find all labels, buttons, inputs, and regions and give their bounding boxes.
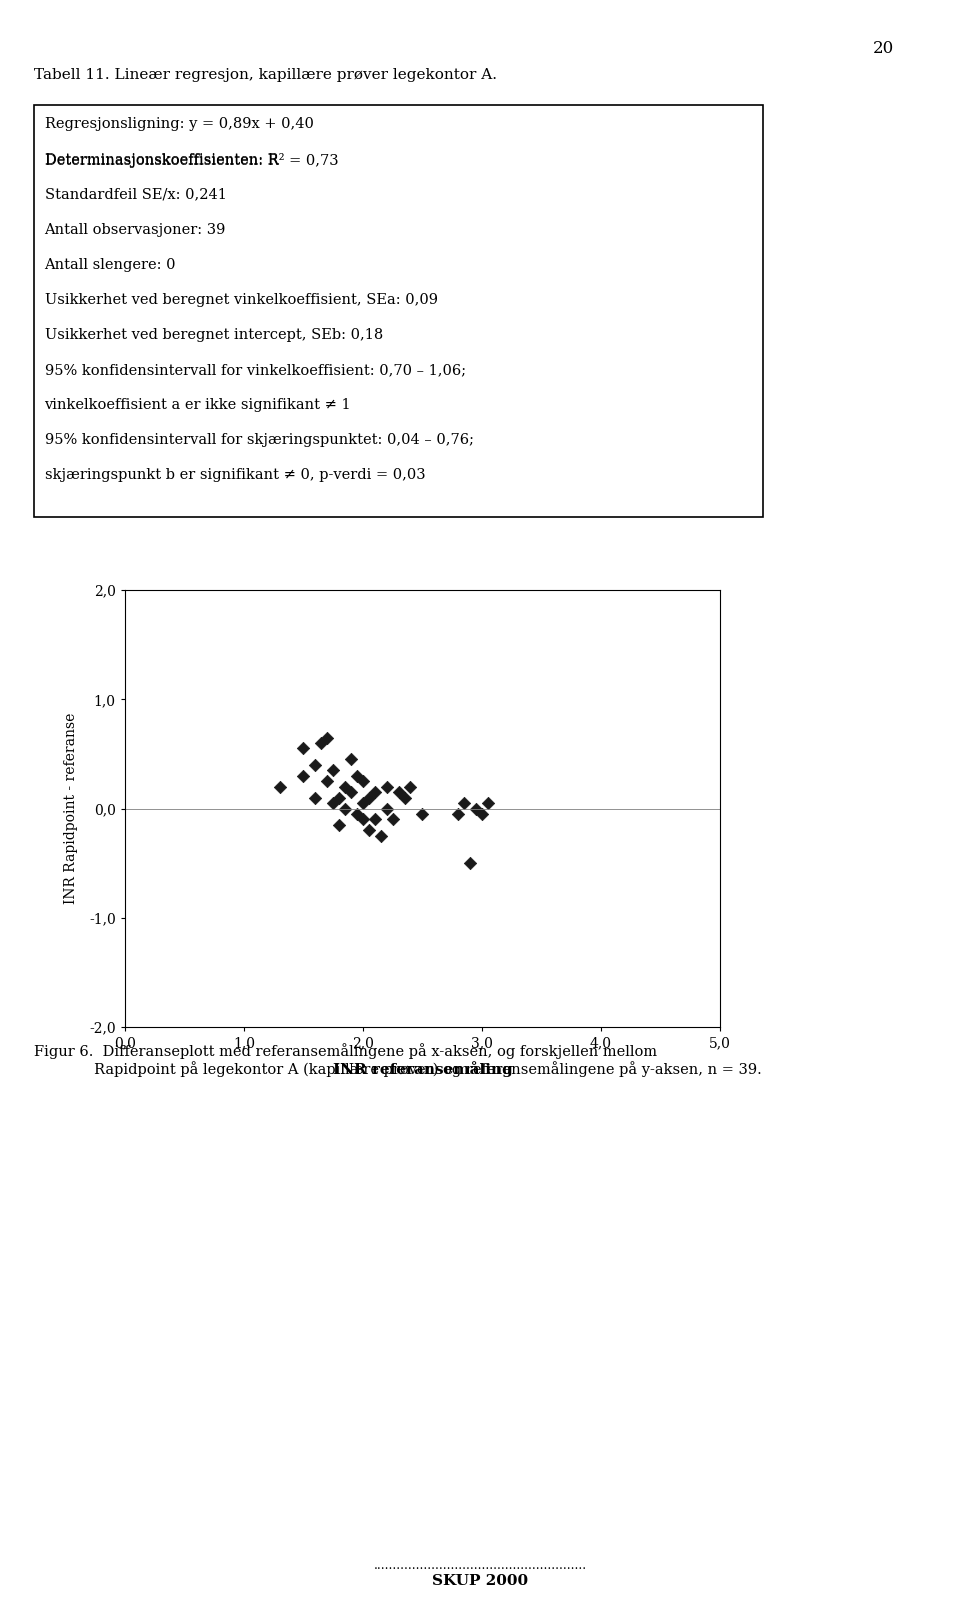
Point [331, 784, 347, 810]
Point [361, 818, 376, 844]
Point [355, 807, 371, 833]
Text: skjæringspunkt b er signifikant ≠ 0, p-verdi = 0,03: skjæringspunkt b er signifikant ≠ 0, p-v… [44, 467, 425, 482]
Text: Antall observasjoner: 39: Antall observasjoner: 39 [44, 223, 226, 236]
Point [415, 800, 430, 826]
Point [367, 807, 382, 833]
Point [272, 775, 287, 800]
Point [450, 800, 466, 826]
Point [379, 796, 395, 821]
Text: .......................................................: ........................................… [373, 1559, 587, 1572]
Point [367, 779, 382, 805]
Point [337, 796, 352, 821]
Point [344, 747, 359, 773]
Point [361, 784, 376, 810]
Point [296, 763, 311, 789]
Point [331, 812, 347, 838]
Point [349, 800, 365, 826]
Point [373, 823, 389, 849]
Text: Figur 6.  Differanseplott med referansemålingene på x-aksen, og forskjellen mell: Figur 6. Differanseplott med referansemå… [34, 1043, 761, 1077]
Point [320, 768, 335, 794]
Text: 95% konfidensintervall for vinkelkoeffisient: 0,70 – 1,06;: 95% konfidensintervall for vinkelkoeffis… [44, 362, 466, 377]
Text: Tabell 11. Lineær regresjon, kapillære prøver legekontor A.: Tabell 11. Lineær regresjon, kapillære p… [34, 68, 496, 82]
Text: Determinasjonskoeffisienten: R: Determinasjonskoeffisienten: R [44, 152, 278, 167]
Point [307, 784, 323, 810]
Point [355, 791, 371, 817]
Text: SKUP 2000: SKUP 2000 [432, 1573, 528, 1588]
Point [463, 851, 478, 876]
Text: Usikkerhet ved beregnet intercept, SEb: 0,18: Usikkerhet ved beregnet intercept, SEb: … [44, 328, 383, 341]
Point [320, 724, 335, 750]
Point [344, 779, 359, 805]
X-axis label: INR referansemåling: INR referansemåling [332, 1061, 513, 1077]
Point [296, 736, 311, 762]
Point [456, 791, 471, 817]
Point [396, 784, 412, 810]
Text: Usikkerhet ved beregnet vinkelkoeffisient, SEa: 0,09: Usikkerhet ved beregnet vinkelkoeffisien… [44, 293, 438, 307]
FancyBboxPatch shape [34, 105, 763, 517]
Point [337, 775, 352, 800]
Point [391, 779, 406, 805]
Point [349, 763, 365, 789]
Point [307, 752, 323, 778]
Point [355, 768, 371, 794]
Point [468, 796, 484, 821]
Point [385, 807, 400, 833]
Text: Standardfeil SE/x: 0,241: Standardfeil SE/x: 0,241 [44, 188, 227, 202]
Y-axis label: INR Rapidpoint - referanse: INR Rapidpoint - referanse [64, 713, 78, 904]
Point [474, 800, 490, 826]
Point [325, 757, 341, 783]
Text: 20: 20 [873, 40, 894, 58]
Point [314, 731, 329, 757]
Point [403, 775, 419, 800]
Text: Regresjonsligning: y = 0,89x + 0,40: Regresjonsligning: y = 0,89x + 0,40 [44, 118, 313, 131]
Point [325, 791, 341, 817]
Text: Antall slengere: 0: Antall slengere: 0 [44, 257, 176, 272]
Point [480, 791, 495, 817]
Text: vinkelkoeffisient a er ikke signifikant ≠ 1: vinkelkoeffisient a er ikke signifikant … [44, 398, 351, 412]
Text: 95% konfidensintervall for skjæringspunktet: 0,04 – 0,76;: 95% konfidensintervall for skjæringspunk… [44, 433, 473, 446]
Point [379, 775, 395, 800]
Text: Determinasjonskoeffisienten: R² = 0,73: Determinasjonskoeffisienten: R² = 0,73 [44, 152, 338, 168]
